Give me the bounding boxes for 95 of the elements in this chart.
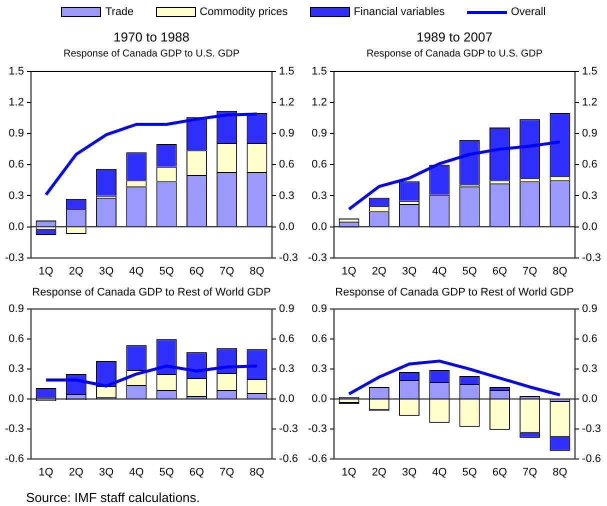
y2-tick-label: 1.5 [279, 66, 294, 78]
x-tick-label: 3Q [98, 265, 114, 278]
y-tick-label: 0.9 [312, 303, 327, 316]
x-tick-label: 8Q [552, 265, 568, 278]
x-tick-label: 4Q [432, 265, 448, 278]
x-tick-label: 6Q [189, 265, 204, 278]
x-tick-label: 5Q [462, 466, 478, 478]
y2-tick-label: 0.6 [279, 158, 294, 171]
y-tick-label: 1.2 [312, 96, 327, 109]
y-tick-label: 0.3 [8, 190, 24, 202]
y-tick-label: 0.3 [312, 190, 327, 202]
legend-label: Trade [105, 6, 134, 18]
source-note: Source: IMF staff calculations. [26, 490, 201, 505]
y-tick-label: 0.0 [312, 392, 327, 405]
x-tick-label: 2Q [68, 466, 84, 478]
x-tick-label: 4Q [129, 466, 144, 478]
y-tick-label: 0.9 [8, 128, 24, 140]
x-tick-label: 8Q [250, 466, 265, 478]
y-tick-label: -0.3 [308, 422, 327, 435]
y2-tick-label: 0.3 [279, 363, 294, 376]
y-tick-label: 1.5 [312, 66, 327, 78]
y-tick-label: 1.2 [8, 96, 24, 109]
y-tick-label: 0.6 [8, 333, 24, 346]
x-tick-label: 6Q [492, 265, 508, 278]
y-tick-label: 0.9 [8, 303, 24, 316]
x-tick-label: 5Q [462, 265, 478, 278]
y2-tick-label: 0.3 [582, 190, 598, 202]
y-tick-label: 0.0 [8, 392, 24, 405]
y-tick-label: -0.6 [4, 452, 24, 465]
y2-tick-label: -0.3 [279, 422, 298, 435]
y2-tick-label: -0.6 [279, 452, 298, 465]
y-tick-label: -0.6 [308, 452, 327, 465]
x-tick-label: 2Q [372, 265, 387, 278]
y-tick-label: 0.9 [312, 128, 327, 140]
x-tick-label: 2Q [68, 265, 84, 278]
x-tick-label: 7Q [522, 265, 538, 278]
y2-tick-label: 1.2 [279, 96, 294, 109]
x-tick-label: 6Q [189, 466, 204, 478]
x-tick-label: 4Q [129, 265, 144, 278]
chart-title: Response of Canada GDP to Rest of World GDP [335, 286, 574, 299]
legend-label: Commodity prices [200, 6, 288, 18]
y2-tick-label: 0.9 [582, 303, 598, 316]
x-tick-label: 3Q [402, 466, 418, 478]
y2-tick-label: -0.3 [279, 252, 298, 264]
y2-tick-label: -0.3 [582, 422, 602, 435]
y2-tick-label: 1.2 [582, 96, 598, 109]
y2-tick-label: -0.6 [582, 452, 602, 465]
y2-tick-label: 0.9 [279, 303, 294, 316]
y2-tick-label: 0.3 [582, 363, 598, 376]
chart-title: Response of Canada GDP to Rest of World GDP [32, 286, 271, 299]
y2-tick-label: 0.6 [582, 333, 598, 346]
y-tick-label: 0.0 [8, 220, 24, 233]
y2-tick-label: 0.3 [279, 190, 294, 202]
x-tick-label: 1Q [38, 265, 54, 278]
y2-tick-label: 0.9 [279, 128, 294, 140]
x-tick-label: 3Q [98, 466, 114, 478]
y2-tick-label: 0.0 [279, 220, 294, 233]
chart-subtitle: Response of Canada GDP to U.S. GDP [63, 48, 240, 60]
y-tick-label: 0.6 [8, 158, 24, 171]
x-tick-label: 7Q [219, 466, 235, 478]
x-tick-label: 2Q [372, 466, 387, 478]
x-tick-label: 5Q [159, 466, 174, 478]
y2-tick-label: 1.5 [582, 66, 598, 78]
x-tick-label: 8Q [552, 466, 568, 478]
y-tick-label: 0.6 [312, 333, 327, 346]
y-tick-label: -0.3 [4, 252, 24, 264]
chart-title: 1989 to 2007 [416, 29, 492, 44]
y-tick-label: 0.6 [312, 158, 327, 171]
y2-tick-label: 0.0 [582, 392, 598, 405]
x-tick-label: 7Q [522, 466, 538, 478]
x-tick-label: 4Q [432, 466, 448, 478]
y2-tick-label: 0.0 [279, 392, 294, 405]
y2-tick-label: 0.6 [279, 333, 294, 346]
legend-label: Overall [510, 6, 546, 18]
y-tick-label: -0.3 [308, 252, 327, 264]
chart-title: 1970 to 1988 [114, 29, 190, 44]
y-tick-label: 0.3 [8, 363, 24, 376]
y2-tick-label: -0.3 [582, 252, 602, 264]
chart-subtitle: Response of Canada GDP to U.S. GDP [366, 48, 543, 60]
y2-tick-label: 0.9 [582, 128, 598, 140]
y2-tick-label: 0.6 [582, 158, 598, 171]
x-tick-label: 5Q [159, 265, 174, 278]
x-tick-label: 1Q [38, 466, 54, 478]
y-tick-label: 0.0 [312, 220, 327, 233]
legend-label: Financial variables [354, 6, 445, 18]
y2-tick-label: 0.0 [582, 220, 598, 233]
x-tick-label: 8Q [250, 265, 265, 278]
x-tick-label: 1Q [342, 466, 357, 478]
x-tick-label: 7Q [219, 265, 235, 278]
y-tick-label: 0.3 [312, 363, 327, 376]
x-tick-label: 1Q [342, 265, 357, 278]
y-tick-label: -0.3 [4, 422, 24, 435]
y-tick-label: 1.5 [8, 66, 24, 78]
x-tick-label: 6Q [492, 466, 508, 478]
x-tick-label: 3Q [402, 265, 418, 278]
